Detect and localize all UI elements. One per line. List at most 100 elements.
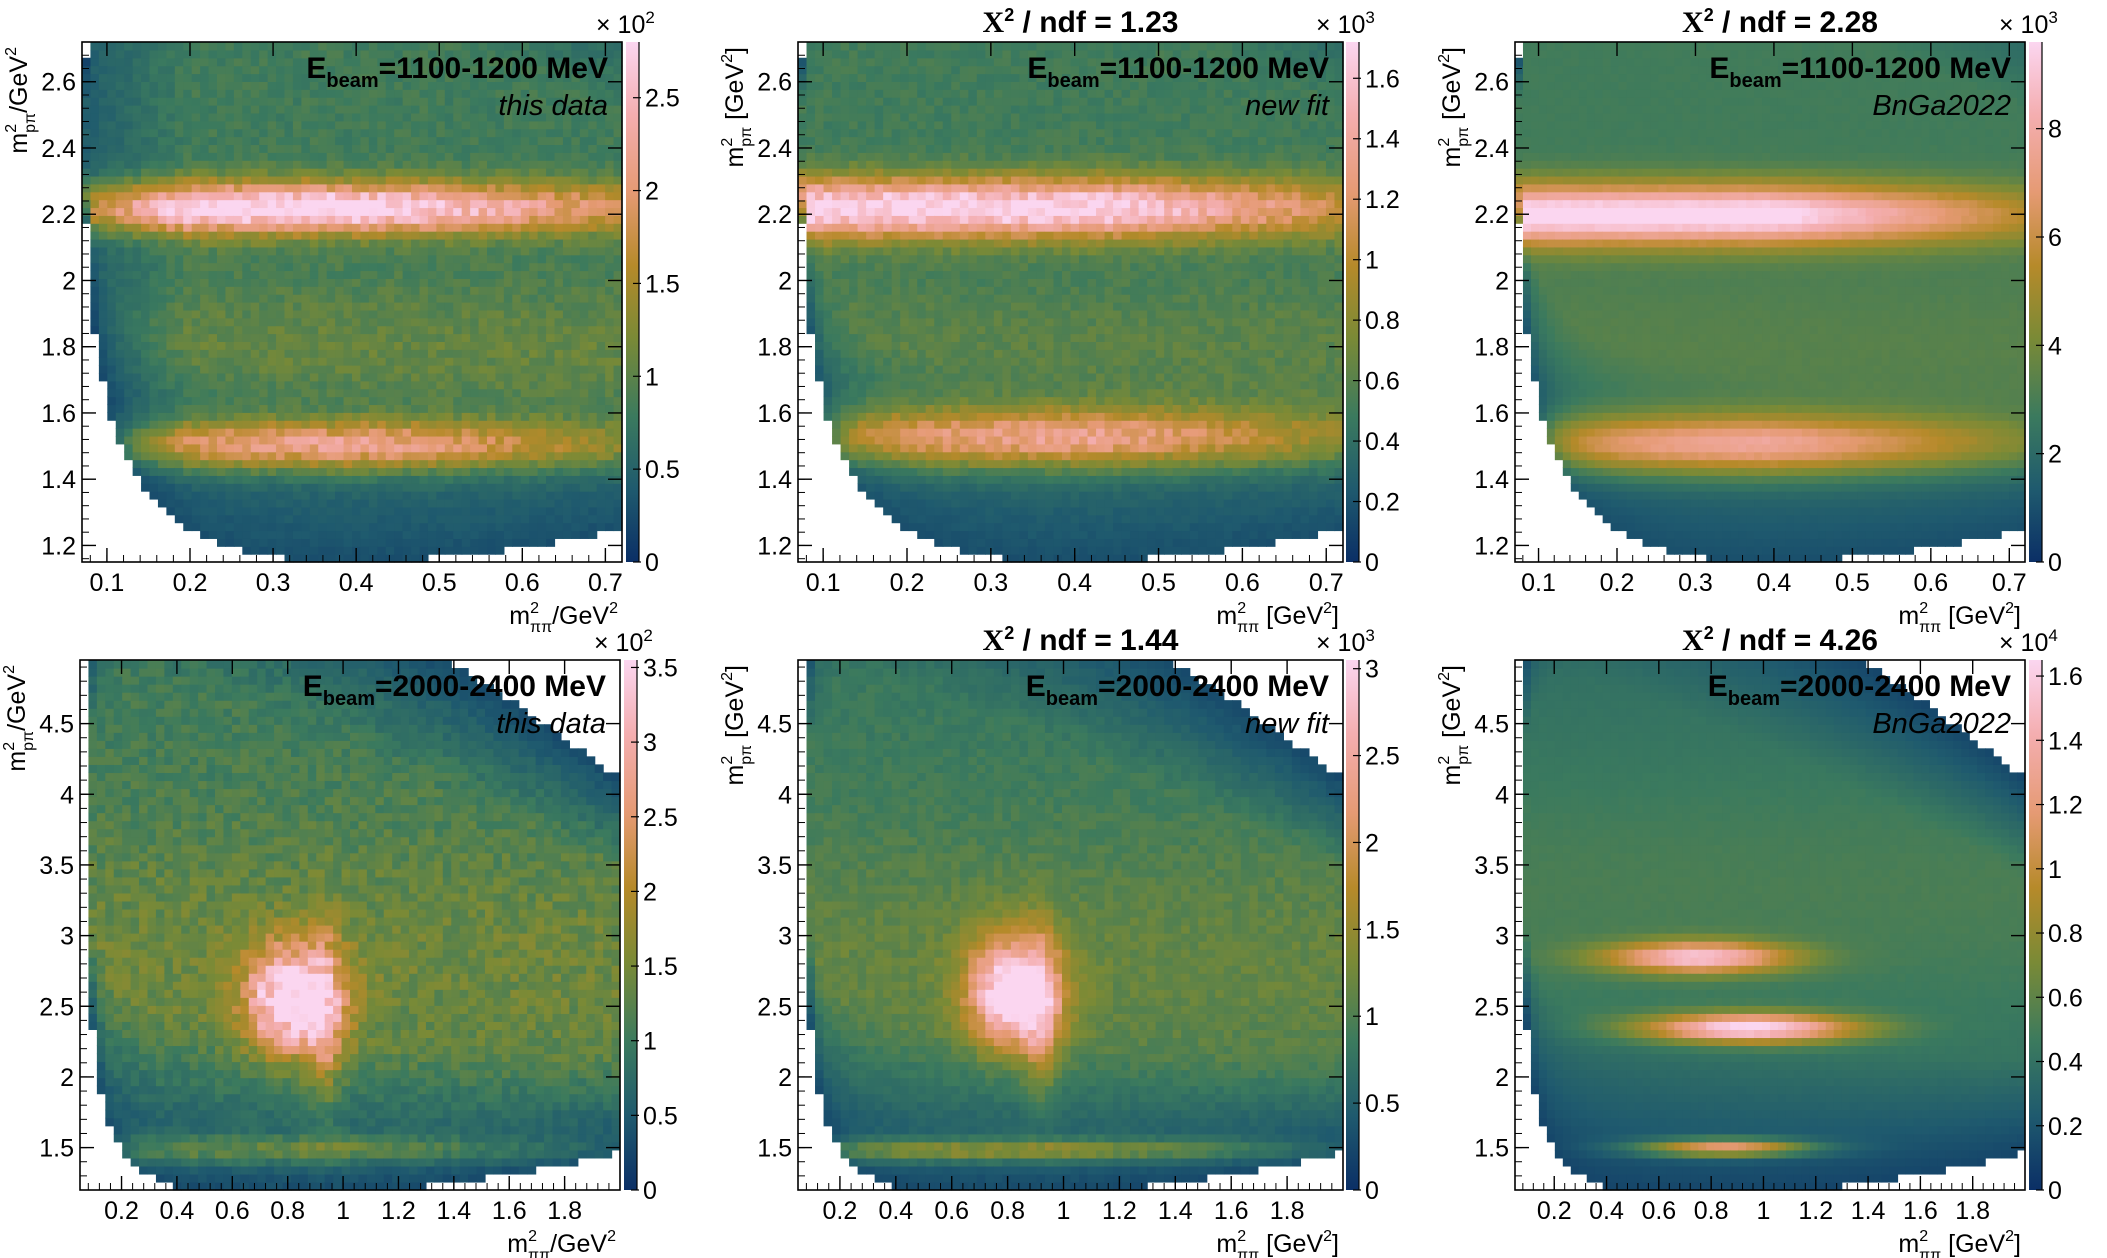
heatmap-cell: [327, 223, 336, 231]
heatmap-cell: [580, 515, 589, 523]
heatmap-cell: [479, 255, 488, 263]
heatmap-cell: [875, 499, 884, 507]
heatmap-cell: [487, 207, 496, 215]
heatmap-cell: [268, 160, 277, 168]
heatmap-cell: [909, 207, 918, 215]
heatmap-cell: [251, 113, 260, 121]
heatmap-cell: [259, 144, 268, 152]
heatmap-cell: [183, 231, 192, 239]
heatmap-cell: [470, 491, 479, 499]
heatmap-cell: [369, 404, 378, 412]
heatmap-cell: [150, 404, 159, 412]
heatmap-cell: [428, 310, 437, 318]
heatmap-cell: [900, 310, 909, 318]
heatmap-cell: [141, 239, 150, 247]
heatmap-cell: [597, 255, 606, 263]
heatmap-cell: [495, 428, 504, 436]
heatmap-cell: [335, 546, 344, 554]
heatmap-cell: [832, 176, 841, 184]
heatmap-cell: [209, 215, 218, 223]
heatmap-cell: [917, 452, 926, 460]
heatmap-cell: [849, 129, 858, 137]
heatmap-cell: [344, 444, 353, 452]
heatmap-cell: [116, 105, 125, 113]
heatmap-cell: [259, 231, 268, 239]
heatmap-cell: [276, 97, 285, 105]
heatmap-cell: [150, 436, 159, 444]
heatmap-cell: [546, 357, 555, 365]
heatmap-cell: [217, 152, 226, 160]
heatmap-cell: [580, 452, 589, 460]
heatmap-cell: [875, 381, 884, 389]
heatmap-cell: [183, 334, 192, 342]
heatmap-cell: [242, 302, 251, 310]
heatmap-cell: [883, 460, 892, 468]
heatmap-cell: [225, 373, 234, 381]
heatmap-cell: [158, 294, 167, 302]
heatmap-cell: [394, 105, 403, 113]
heatmap-cell: [866, 74, 875, 82]
heatmap-cell: [428, 523, 437, 531]
heatmap-cell: [597, 263, 606, 271]
heatmap-cell: [529, 302, 538, 310]
heatmap-cell: [166, 81, 175, 89]
heatmap-cell: [462, 302, 471, 310]
heatmap-cell: [597, 278, 606, 286]
heatmap-cell: [892, 349, 901, 357]
heatmap-cell: [909, 105, 918, 113]
heatmap-cell: [841, 341, 850, 349]
heatmap-cell: [487, 538, 496, 546]
heatmap-cell: [394, 168, 403, 176]
heatmap-cell: [411, 255, 420, 263]
heatmap-cell: [917, 200, 926, 208]
heatmap-cell: [521, 530, 530, 538]
heatmap-cell: [175, 436, 184, 444]
heatmap-cell: [538, 168, 547, 176]
heatmap-cell: [386, 231, 395, 239]
heatmap-cell: [538, 507, 547, 515]
heatmap-cell: [815, 334, 824, 342]
heatmap-cell: [512, 231, 521, 239]
heatmap-cell: [242, 168, 251, 176]
heatmap-cell: [293, 389, 302, 397]
heatmap-cell: [487, 499, 496, 507]
heatmap-cell: [909, 334, 918, 342]
heatmap-cell: [470, 137, 479, 145]
heatmap-cell: [597, 357, 606, 365]
heatmap-cell: [386, 255, 395, 263]
heatmap-cell: [217, 200, 226, 208]
heatmap-cell: [487, 113, 496, 121]
heatmap-cell: [141, 357, 150, 365]
heatmap-cell: [436, 507, 445, 515]
heatmap-cell: [462, 475, 471, 483]
heatmap-cell: [116, 137, 125, 145]
heatmap-cell: [597, 452, 606, 460]
heatmap-cell: [327, 412, 336, 420]
heatmap-cell: [82, 81, 91, 89]
heatmap-cell: [268, 334, 277, 342]
heatmap-cell: [285, 460, 294, 468]
heatmap-cell: [234, 491, 243, 499]
heatmap-cell: [580, 467, 589, 475]
heatmap-cell: [883, 452, 892, 460]
heatmap-cell: [293, 160, 302, 168]
heatmap-cell: [521, 318, 530, 326]
heatmap-cell: [866, 50, 875, 58]
heatmap-cell: [377, 436, 386, 444]
heatmap-cell: [360, 341, 369, 349]
heatmap-cell: [242, 349, 251, 357]
heatmap-cell: [445, 302, 454, 310]
heatmap-cell: [858, 231, 867, 239]
heatmap-cell: [445, 483, 454, 491]
heatmap-cell: [892, 105, 901, 113]
heatmap-cell: [555, 144, 564, 152]
heatmap-cell: [209, 404, 218, 412]
heatmap-cell: [107, 58, 116, 66]
heatmap-cell: [403, 97, 412, 105]
heatmap-cell: [892, 483, 901, 491]
heatmap-cell: [394, 546, 403, 554]
heatmap-cell: [883, 152, 892, 160]
heatmap-cell: [462, 365, 471, 373]
heatmap-cell: [436, 255, 445, 263]
heatmap-cell: [428, 113, 437, 121]
